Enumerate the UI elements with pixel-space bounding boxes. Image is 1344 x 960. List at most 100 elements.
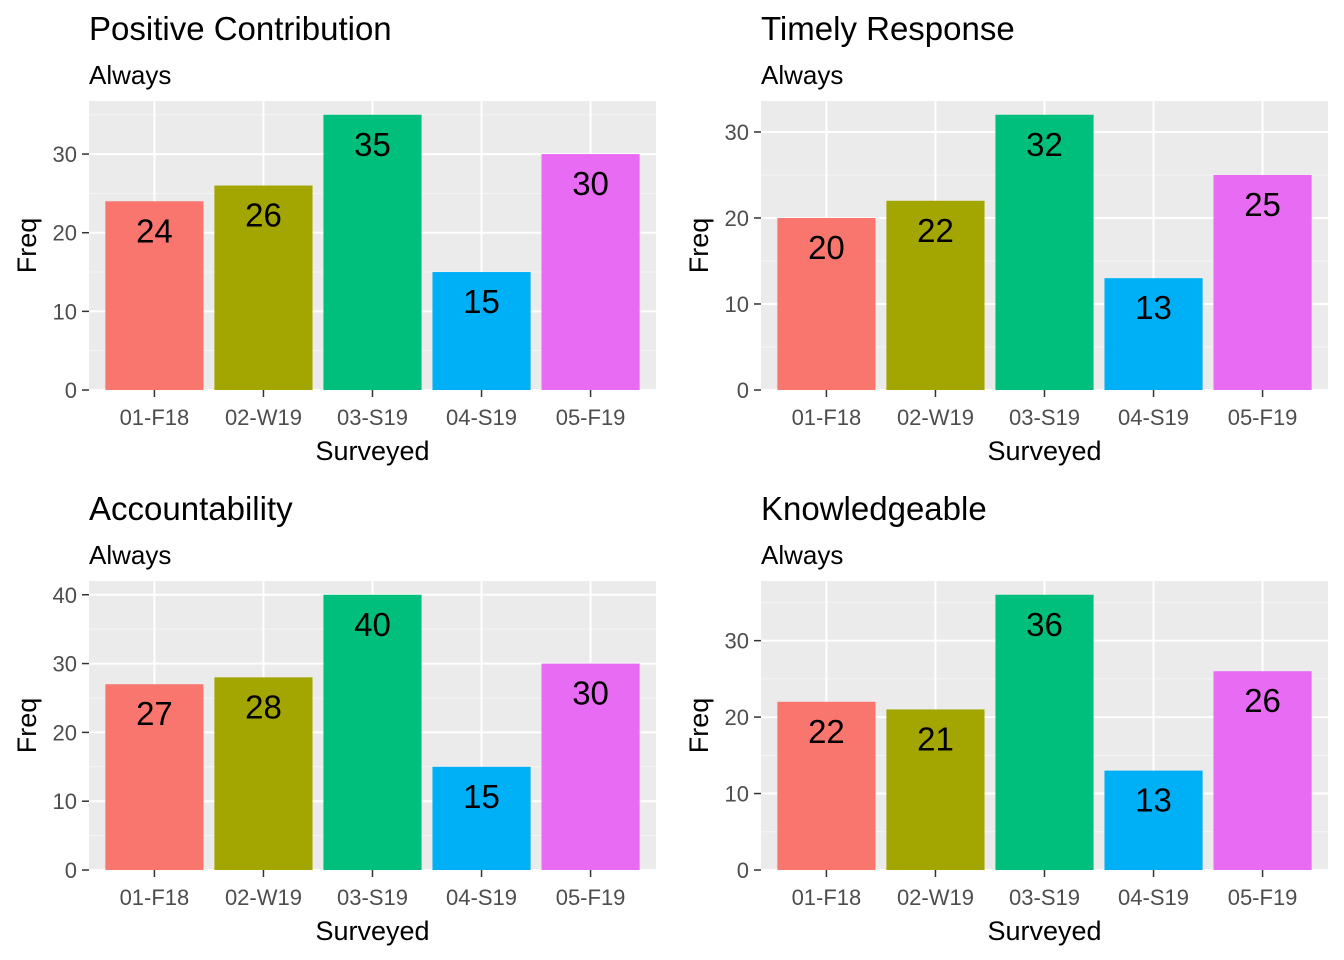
y-tick-label: 0	[65, 858, 77, 883]
bar-03-s19	[995, 114, 1094, 390]
x-tick-label: 02-W19	[225, 405, 302, 430]
data-label: 22	[808, 713, 845, 750]
bar-05-f19	[1213, 174, 1312, 390]
chart-svg: Accountability Always 27 28 40 15 30 0 10 20 30 40 0…	[12, 490, 656, 946]
chart-panel-accountability: Accountability Always 27 28 40 15 30 0 10 20 30 40 0…	[0, 480, 672, 960]
data-label: 21	[917, 720, 954, 757]
bar-01-f18	[105, 201, 204, 390]
data-label: 24	[136, 212, 173, 249]
bar-03-s19	[323, 114, 422, 390]
data-label: 13	[1135, 289, 1172, 326]
bar-02-w19	[886, 200, 985, 390]
y-tick-label: 20	[725, 206, 749, 231]
bar-05-f19	[541, 154, 640, 390]
bar-01-f18	[777, 701, 876, 870]
data-label: 32	[1026, 126, 1063, 163]
y-tick-label: 40	[53, 583, 77, 608]
data-label: 30	[572, 165, 609, 202]
chart-subtitle: Always	[761, 540, 843, 570]
bar-01-f18	[777, 217, 876, 390]
bar-04-s19	[1104, 278, 1203, 390]
y-tick-label: 10	[725, 292, 749, 317]
y-tick-label: 30	[53, 142, 77, 167]
x-tick-label: 04-S19	[446, 405, 517, 430]
bar-04-s19	[432, 766, 531, 870]
y-tick-label: 30	[53, 652, 77, 677]
x-tick-label: 01-F18	[120, 885, 190, 910]
y-tick-label: 10	[53, 299, 77, 324]
data-label: 28	[245, 688, 282, 725]
chart-title: Timely Response	[761, 10, 1015, 47]
y-tick-label: 0	[65, 378, 77, 403]
x-tick-label: 01-F18	[120, 405, 190, 430]
x-axis-title: Surveyed	[315, 916, 429, 946]
bar-04-s19	[432, 272, 531, 390]
data-label: 13	[1135, 782, 1172, 819]
y-tick-label: 20	[725, 705, 749, 730]
x-tick-label: 04-S19	[1118, 885, 1189, 910]
data-label: 36	[1026, 606, 1063, 643]
chart-title: Positive Contribution	[89, 10, 392, 47]
x-tick-label: 02-W19	[897, 885, 974, 910]
x-tick-label: 02-W19	[897, 405, 974, 430]
chart-svg: Timely Response Always 20 22 32 13 25 0 10 20 30 01…	[684, 10, 1328, 466]
x-tick-label: 04-S19	[1118, 405, 1189, 430]
data-label: 30	[572, 675, 609, 712]
bar-02-w19	[214, 185, 313, 390]
y-tick-label: 10	[725, 782, 749, 807]
x-tick-label: 01-F18	[792, 885, 862, 910]
chart-subtitle: Always	[761, 60, 843, 90]
chart-panel-timely-response: Timely Response Always 20 22 32 13 25 0 10 20 30 01…	[672, 0, 1344, 480]
data-label: 26	[1244, 682, 1281, 719]
bar-02-w19	[886, 709, 985, 870]
data-label: 20	[808, 229, 845, 266]
bar-01-f18	[105, 684, 204, 870]
chart-panel-knowledgeable: Knowledgeable Always 22 21 36 13 26 0 10 20 30 01-F…	[672, 480, 1344, 960]
data-label: 40	[354, 606, 391, 643]
y-tick-label: 0	[737, 378, 749, 403]
y-tick-label: 0	[737, 858, 749, 883]
x-tick-label: 03-S19	[1009, 885, 1080, 910]
x-tick-label: 03-S19	[337, 405, 408, 430]
bar-03-s19	[995, 594, 1094, 870]
y-tick-label: 10	[53, 789, 77, 814]
data-label: 15	[463, 778, 500, 815]
x-tick-label: 03-S19	[337, 885, 408, 910]
x-tick-label: 01-F18	[792, 405, 862, 430]
chart-svg: Knowledgeable Always 22 21 36 13 26 0 10 20 30 01-F…	[684, 490, 1328, 946]
chart-svg: Positive Contribution Always 24 26 35 15 30 0 10…	[12, 10, 656, 466]
x-tick-label: 05-F19	[556, 405, 626, 430]
y-tick-label: 20	[53, 221, 77, 246]
data-label: 26	[245, 197, 282, 234]
bar-04-s19	[1104, 770, 1203, 870]
chart-title: Accountability	[89, 490, 293, 527]
y-tick-label: 30	[725, 629, 749, 654]
data-label: 27	[136, 695, 173, 732]
y-axis-title: Freq	[12, 698, 42, 754]
data-label: 22	[917, 212, 954, 249]
y-axis-title: Freq	[12, 218, 42, 274]
chart-subtitle: Always	[89, 540, 171, 570]
x-axis-title: Surveyed	[987, 916, 1101, 946]
data-label: 25	[1244, 186, 1281, 223]
x-tick-label: 05-F19	[1228, 885, 1298, 910]
y-axis-title: Freq	[684, 218, 714, 274]
chart-title: Knowledgeable	[761, 490, 987, 527]
data-label: 35	[354, 126, 391, 163]
bar-03-s19	[323, 594, 422, 870]
y-tick-label: 20	[53, 720, 77, 745]
x-axis-title: Surveyed	[987, 436, 1101, 466]
y-tick-label: 30	[725, 120, 749, 145]
y-axis-title: Freq	[684, 698, 714, 754]
data-label: 15	[463, 283, 500, 320]
bar-02-w19	[214, 677, 313, 870]
x-tick-label: 05-F19	[556, 885, 626, 910]
chart-subtitle: Always	[89, 60, 171, 90]
x-tick-label: 02-W19	[225, 885, 302, 910]
chart-panel-positive-contribution: Positive Contribution Always 24 26 35 15 30 0 10…	[0, 0, 672, 480]
bar-05-f19	[541, 663, 640, 870]
bar-05-f19	[1213, 671, 1312, 870]
x-axis-title: Surveyed	[315, 436, 429, 466]
x-tick-label: 04-S19	[446, 885, 517, 910]
x-tick-label: 03-S19	[1009, 405, 1080, 430]
